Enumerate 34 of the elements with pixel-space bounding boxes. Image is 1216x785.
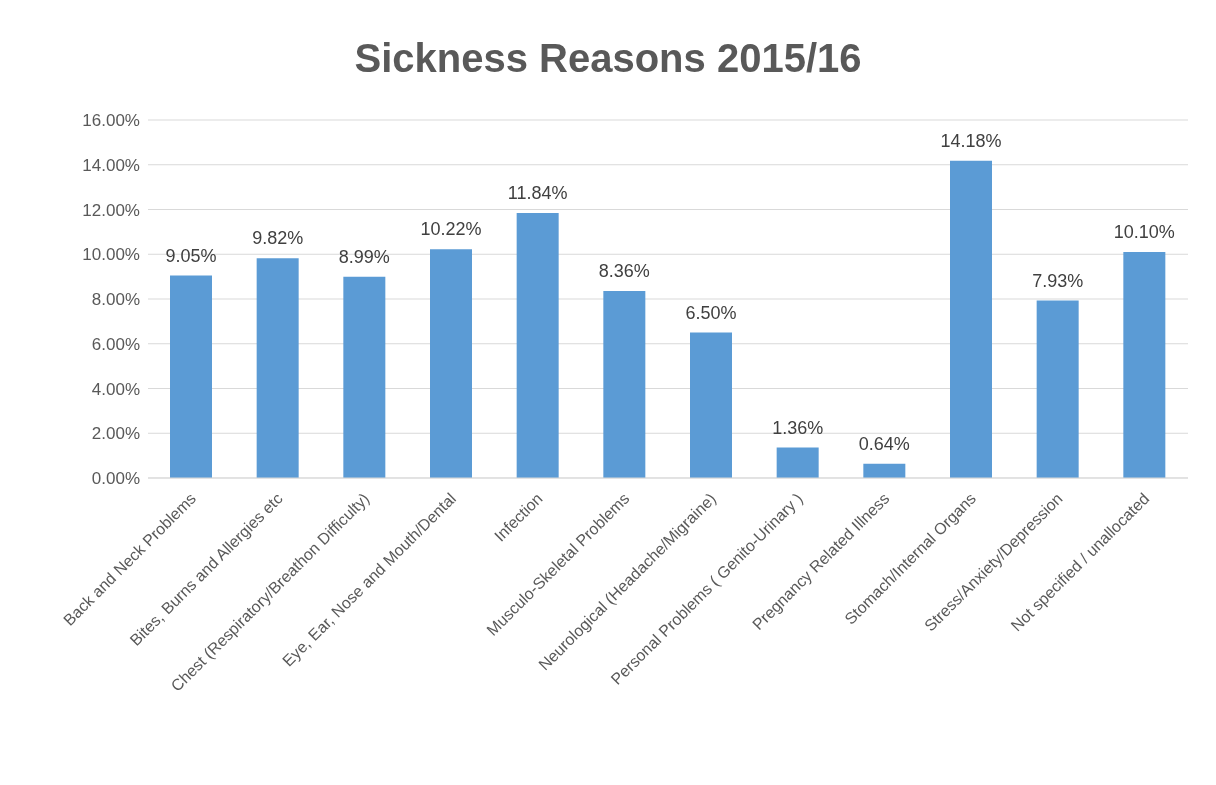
data-label: 14.18% (940, 130, 1002, 151)
chart-title: Sickness Reasons 2015/16 (353, 35, 863, 82)
bar (516, 213, 559, 478)
y-tick-label: 14.00% (82, 155, 140, 175)
y-tick-label: 16.00% (82, 111, 140, 131)
data-label: 8.99% (338, 246, 390, 267)
data-label: 11.84% (507, 183, 568, 204)
data-label: 9.82% (252, 228, 304, 249)
bar (603, 290, 646, 478)
bar (1123, 252, 1166, 478)
y-tick-label: 12.00% (82, 200, 140, 220)
y-tick-label: 10.00% (82, 245, 140, 265)
data-label: 1.36% (772, 417, 824, 438)
y-tick-label: 6.00% (91, 334, 140, 354)
y-tick-label: 8.00% (91, 290, 140, 310)
y-tick-label: 0.00% (91, 469, 140, 489)
bar (170, 275, 212, 478)
data-label: 10.22% (420, 219, 482, 240)
y-tick-label: 2.00% (91, 424, 140, 444)
bar (690, 332, 732, 478)
bar (256, 258, 299, 478)
data-label: 9.05% (165, 245, 217, 266)
bar (430, 249, 472, 478)
bar (950, 160, 992, 478)
bar (863, 463, 906, 478)
data-label: 8.36% (598, 260, 650, 281)
data-label: 7.93% (1032, 270, 1084, 291)
bar (1036, 300, 1079, 478)
bar (343, 276, 386, 478)
y-tick-label: 4.00% (91, 379, 140, 399)
data-label: 0.64% (858, 433, 910, 454)
data-label: 6.50% (685, 302, 737, 323)
data-label: 10.10% (1113, 222, 1175, 243)
bar (776, 447, 819, 478)
